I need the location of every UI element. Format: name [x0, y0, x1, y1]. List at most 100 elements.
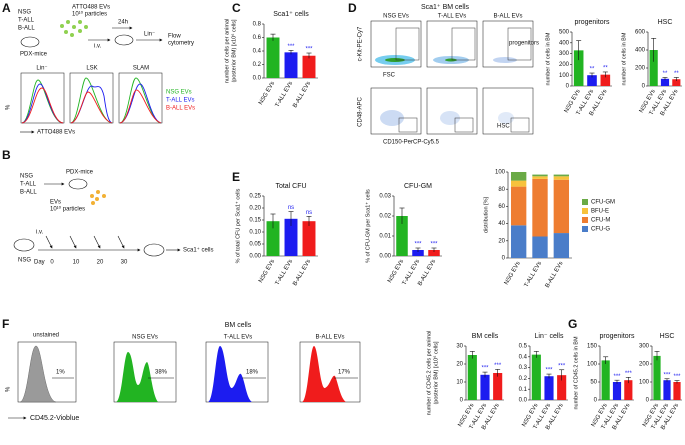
axis-label: FSC: [383, 73, 396, 79]
bar: [266, 37, 280, 78]
bar: [302, 55, 316, 78]
y-axis-label: % of total CFU per Sca1⁺ cells: [234, 188, 241, 263]
bar: [649, 50, 658, 86]
y-axis-label: number of cells in BM: [621, 32, 627, 85]
label: cytometry: [168, 41, 194, 47]
hist-title: B-ALL EVs: [315, 335, 344, 341]
y-tick-label: 200: [559, 62, 570, 68]
y-tick-label: 100: [559, 73, 570, 79]
y-tick-label: 0.4: [519, 354, 528, 360]
label: Flow: [168, 34, 181, 40]
x-tick-label: T-ALL EVs: [275, 259, 294, 287]
x-tick-label: B-ALL EVs: [292, 81, 312, 109]
bar: [284, 52, 298, 78]
label: Lin⁻: [144, 32, 155, 38]
bar: [663, 380, 671, 400]
significance-label: **: [674, 71, 679, 77]
gate-percent: 38%: [155, 370, 168, 376]
significance-label: ***: [494, 363, 502, 369]
x-tick-label: NSG EVs: [258, 81, 276, 106]
bar: [544, 376, 554, 400]
panel-label: G: [568, 317, 577, 331]
gate-label: progenitors: [509, 41, 539, 47]
ev-dots: [60, 20, 88, 37]
column-title: NSG EVs: [383, 14, 409, 20]
chart-title: Sca1⁺ cells: [273, 11, 309, 18]
column-title: B-ALL EVs: [493, 14, 522, 20]
y-tick-label: 0.0: [253, 76, 262, 82]
bar: [428, 250, 440, 256]
panel-label: C: [232, 1, 241, 15]
y-tick-label: 0.3: [519, 365, 528, 371]
axis-label: %: [6, 104, 12, 110]
bar: [480, 374, 490, 400]
label: 10¹⁰ particles: [50, 206, 85, 213]
label: EVs: [50, 200, 61, 206]
bar: [396, 216, 408, 256]
y-axis-label: distribution [%]: [483, 196, 489, 233]
significance-label: ***: [673, 374, 681, 380]
y-tick-label: 200: [639, 362, 650, 368]
label: i.v.: [36, 230, 44, 236]
significance-label: **: [663, 71, 668, 77]
y-tick-label: 0.10: [249, 230, 261, 236]
bar-segment: [510, 225, 527, 258]
hist-title: NSG EVs: [132, 335, 158, 341]
y-tick-label: 0: [646, 398, 650, 404]
bar: [266, 221, 280, 256]
chart-title: BM cells: [472, 333, 499, 340]
significance-label: ns: [288, 205, 294, 211]
bar: [653, 355, 661, 400]
bar: [587, 75, 597, 86]
label: i.v.: [94, 44, 102, 50]
chart-title: progenitors: [599, 333, 635, 340]
panel-label: D: [348, 1, 357, 15]
significance-label: ***: [305, 47, 313, 53]
chart-title: Lin⁻ cells: [535, 333, 564, 340]
y-tick-label: 0.02: [379, 214, 391, 220]
group-label: T-ALL: [18, 18, 35, 24]
y-tick-label: 300: [559, 51, 570, 57]
y-tick-label: 100: [639, 380, 650, 386]
significance-label: ***: [545, 368, 553, 374]
x-tick-label: T-ALL EVs: [524, 261, 543, 289]
y-tick-label: 0: [642, 84, 646, 90]
group-label: B-ALL: [18, 26, 35, 32]
label: Day: [34, 260, 45, 266]
hist-title: T-ALL EVs: [224, 335, 252, 341]
bar-segment: [553, 179, 570, 234]
y-tick-label: 0: [460, 398, 464, 404]
group-label: NSG: [18, 10, 31, 16]
label: ATTO488 EVs: [72, 5, 110, 11]
bar: [672, 79, 681, 86]
legend-entry: BFU-E: [591, 209, 609, 215]
bar-segment: [510, 186, 527, 226]
label: 30: [121, 260, 128, 266]
legend-entry: NSG EVs: [166, 90, 192, 96]
significance-label: ***: [414, 242, 422, 248]
y-tick-label: 0: [502, 256, 506, 262]
x-tick-label: B-ALL EVs: [545, 261, 565, 289]
hist-title: Lin⁻: [36, 66, 47, 72]
hist-title: SLAM: [133, 66, 149, 72]
axis-label: CD48-APC: [358, 97, 364, 127]
bar: [612, 382, 622, 400]
significance-label: **: [590, 67, 595, 73]
legend-swatch: [582, 208, 588, 214]
bar-segment: [510, 172, 527, 181]
legend-swatch: [582, 199, 588, 205]
bar-segment: [532, 176, 548, 179]
flow-plots-d: Sca1⁺ BM cells NSG EVs T-ALL EVs B-ALL E…: [358, 4, 539, 146]
bar-segment: [532, 178, 548, 237]
group-label: NSG: [20, 174, 33, 180]
y-tick-label: 0.8: [253, 22, 262, 28]
group-title: BM cells: [225, 322, 252, 329]
y-tick-label: 0.20: [249, 206, 261, 212]
bar: [467, 355, 477, 400]
bar: [624, 380, 633, 400]
histograms-a: Lin⁻ LSK SLAM NSG EVs T-ALL EVs B-ALL EV…: [6, 66, 196, 136]
panel-label: F: [2, 317, 9, 331]
x-tick-label: T-ALL EVs: [275, 81, 294, 109]
y-tick-label: 100: [587, 362, 598, 368]
